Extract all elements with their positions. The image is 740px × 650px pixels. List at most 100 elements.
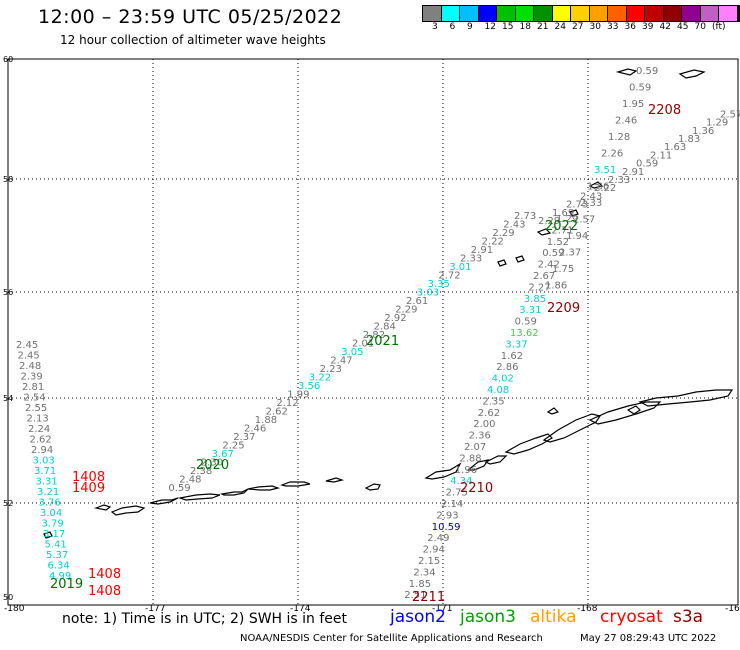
swh-value: 10.59 — [432, 522, 461, 533]
track-label: 2211 — [412, 590, 445, 605]
swh-value: 3.21 — [37, 487, 59, 498]
swh-value: 2.43 — [503, 220, 525, 231]
swh-value: 0.59 — [636, 66, 658, 77]
swh-value: 4.08 — [487, 385, 509, 396]
lat-label: 60 — [3, 55, 13, 64]
legend-label: 36 — [624, 22, 636, 32]
swh-value: 0.59 — [636, 159, 658, 170]
swh-value: 2.88 — [459, 453, 481, 464]
swh-value: 2.07 — [464, 442, 486, 453]
swh-value: 1.29 — [706, 118, 728, 129]
track-label: 1408 — [88, 584, 121, 599]
page-title: 12:00 – 23:59 UTC 05/25/2022 — [38, 6, 343, 28]
swh-value: 2.00 — [473, 419, 495, 430]
track-label: 1409 — [72, 481, 105, 496]
swh-value: 2.46 — [615, 116, 637, 127]
legend-label: 70 — [694, 22, 706, 32]
legend-label: 9 — [467, 22, 473, 32]
lat-label: 54 — [3, 394, 13, 403]
swh-value: 2.23 — [320, 364, 342, 375]
swh-value: 2.91 — [622, 167, 644, 178]
swh-value: 2.55 — [25, 403, 47, 414]
swh-value: 2.73 — [514, 211, 536, 222]
swh-value: 6.34 — [48, 561, 70, 572]
swh-value: 2.34 — [413, 567, 435, 578]
swh-value: 1.62 — [501, 351, 523, 362]
swh-value: 0.59 — [629, 83, 651, 94]
swh-value: 2.22 — [594, 183, 616, 194]
lon-label: -171 — [432, 604, 452, 614]
swh-value: 1.86 — [545, 281, 567, 292]
swh-value: 2.47 — [330, 356, 352, 367]
swh-value: 1.36 — [692, 126, 714, 137]
swh-value: 2.01 — [352, 339, 374, 350]
swh-value: 0.59 — [542, 248, 564, 259]
swh-value: 1.96 — [455, 465, 477, 476]
legend-label: 21 — [537, 22, 549, 32]
satellite-name: jason2 — [390, 607, 446, 627]
lat-label: 58 — [3, 175, 13, 184]
lon-label: -177 — [145, 604, 165, 614]
swh-value: 3.17 — [43, 529, 65, 540]
swh-value: 2.36 — [469, 431, 491, 442]
swh-value: 2.14 — [441, 499, 463, 510]
swh-value: 2.51 — [404, 590, 426, 601]
timestamp-text: May 27 08:29:43 UTC 2022 — [580, 633, 717, 644]
legend-label: 30 — [589, 22, 601, 32]
swh-value: 3.37 — [505, 339, 527, 350]
track-label: 2020 — [196, 458, 229, 473]
credit-text: NOAA/NESDIS Center for Satellite Applica… — [240, 633, 543, 644]
track-label: 1408 — [72, 470, 105, 485]
swh-value: 3.51 — [594, 165, 616, 176]
axis-labels: -180 -177 -174 -171 -168 -16 60 58 56 54 52 50 — [3, 55, 740, 614]
swh-value: 1.85 — [409, 579, 431, 590]
swh-value: 3.03 — [33, 456, 55, 467]
legend-label: 27 — [572, 22, 584, 32]
swh-value: 2.29 — [538, 216, 560, 227]
swh-value: 2.92 — [384, 313, 406, 324]
lon-label: -180 — [4, 604, 25, 614]
legend-label: 42 — [659, 22, 671, 32]
swh-values: 0.590.591.952.461.282.263.511.862.332.57… — [16, 66, 740, 601]
swh-value: 3.04 — [40, 508, 62, 519]
swh-value: 3.01 — [449, 262, 471, 273]
swh-value: 2.13 — [27, 414, 49, 425]
legend-label: 39 — [642, 22, 654, 32]
swh-value: 1.63 — [664, 142, 686, 153]
swh-value: 2.39 — [21, 372, 43, 383]
swh-value: 1.86 — [587, 182, 609, 193]
swh-value: 1.75 — [552, 264, 574, 275]
swh-value: 2.86 — [496, 362, 518, 373]
lon-label: -174 — [290, 604, 311, 614]
swh-value: 2.43 — [580, 191, 602, 202]
swh-value: 1.29 — [556, 214, 578, 225]
swh-value: 2.57 — [720, 109, 740, 120]
legend-swatch — [736, 5, 740, 22]
swh-value: 2.57 — [573, 215, 595, 226]
swh-value: 2.38 — [190, 466, 212, 477]
lat-label: 50 — [3, 593, 13, 602]
swh-value: 2.37 — [559, 248, 581, 259]
swh-value: 2.91 — [471, 245, 493, 256]
swh-value: 2.30 — [201, 458, 223, 469]
swh-value: 13.62 — [510, 328, 539, 339]
track-label: 2210 — [460, 481, 493, 496]
note-text: note: 1) Time is in UTC; 2) SWH is in fe… — [62, 611, 348, 627]
swh-value: 3.79 — [42, 519, 64, 530]
legend-label: 24 — [554, 22, 566, 32]
swh-value: 3.56 — [298, 381, 320, 392]
swh-value: 3.03 — [417, 288, 439, 299]
swh-value: 2.25 — [222, 441, 244, 452]
swh-value: 3.67 — [212, 449, 234, 460]
lat-label: 52 — [3, 499, 13, 508]
swh-value: 2.26 — [601, 149, 623, 160]
coastline — [43, 68, 734, 539]
legend-label: 12 — [484, 22, 496, 32]
swh-value: 2.12 — [276, 398, 298, 409]
legend-label: 18 — [519, 22, 531, 32]
swh-value: 1.95 — [622, 99, 644, 110]
swh-value: 3.05 — [341, 347, 363, 358]
swh-value: 1.88 — [255, 415, 277, 426]
swh-value: 2.93 — [436, 510, 458, 521]
lat-label: 56 — [3, 288, 13, 297]
